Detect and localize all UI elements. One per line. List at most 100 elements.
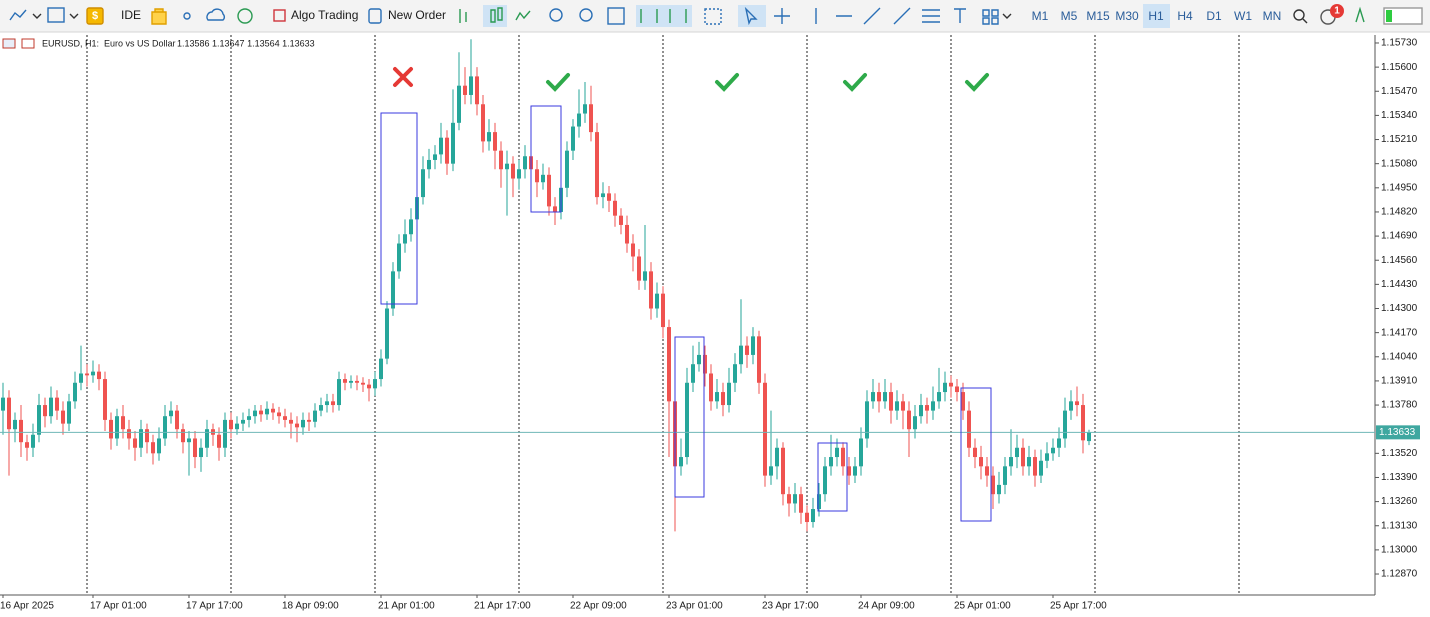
- cursor-icon[interactable]: [744, 6, 758, 26]
- candle-body: [775, 447, 779, 467]
- candle-body: [223, 419, 227, 448]
- candle-body: [625, 224, 629, 244]
- zoom-in-icon[interactable]: [549, 8, 563, 22]
- tile-icon[interactable]: [607, 7, 625, 25]
- candle-body: [931, 401, 935, 411]
- timeframe-button[interactable]: M15: [1086, 9, 1110, 23]
- candle-body: [79, 373, 83, 383]
- candle-body: [253, 410, 257, 417]
- y-tick-label: 1.15600: [1381, 62, 1418, 73]
- toolbar-button[interactable]: New Order: [388, 8, 446, 22]
- y-tick-label: 1.15470: [1381, 86, 1418, 97]
- candle-body: [829, 457, 833, 467]
- timeframe-button[interactable]: H4: [1177, 9, 1193, 23]
- dropdown[interactable]: [1002, 13, 1012, 19]
- line-chart-icon[interactable]: [9, 9, 27, 21]
- timeframe-button[interactable]: D1: [1206, 9, 1222, 23]
- candle-body: [427, 159, 431, 170]
- candle-body: [1, 397, 5, 411]
- candle-body: [781, 447, 785, 495]
- toolbar-button[interactable]: IDE: [121, 8, 141, 22]
- candle-body: [691, 364, 695, 383]
- candle-body: [949, 382, 953, 387]
- connection-level: [1386, 10, 1392, 22]
- candle-body: [601, 193, 605, 198]
- candle-body: [1033, 457, 1037, 476]
- x-tick-label: 17 Apr 01:00: [90, 601, 147, 612]
- crosshair-icon[interactable]: [774, 8, 790, 24]
- candle-body: [1039, 460, 1043, 476]
- candle-body: [907, 410, 911, 430]
- candle-body: [511, 163, 515, 179]
- y-tick-label: 1.13390: [1381, 472, 1418, 483]
- text-icon[interactable]: [954, 8, 966, 23]
- check-mark: [715, 73, 739, 92]
- candle-body: [1087, 432, 1091, 442]
- active-timeframe-bg: [1143, 4, 1170, 28]
- y-tick-label: 1.13910: [1381, 376, 1418, 387]
- y-tick-label: 1.13000: [1381, 545, 1418, 556]
- candle-body: [745, 345, 749, 355]
- bars-icon[interactable]: [459, 9, 467, 23]
- candle-body: [751, 336, 755, 355]
- candle-body: [703, 354, 707, 374]
- candle-body: [199, 447, 203, 458]
- shapes-icon[interactable]: [982, 9, 999, 25]
- y-tick-label: 1.12870: [1381, 569, 1418, 580]
- candle-body: [157, 438, 161, 454]
- candle-body: [217, 434, 221, 448]
- candle-body: [499, 150, 503, 170]
- algo-trading-icon[interactable]: [273, 9, 286, 22]
- zoom-out-icon[interactable]: [579, 8, 593, 22]
- timeframe-button[interactable]: W1: [1234, 9, 1252, 23]
- y-tick-label: 1.14690: [1381, 231, 1418, 242]
- signals-icon[interactable]: [183, 12, 191, 20]
- scroll-icons[interactable]: [640, 9, 687, 23]
- timeframe-button[interactable]: MN: [1263, 9, 1282, 23]
- x-tick-label: 23 Apr 01:00: [666, 601, 723, 612]
- y-tick-label: 1.15210: [1381, 134, 1418, 145]
- new-order-icon[interactable]: [368, 8, 382, 24]
- community-icon[interactable]: [237, 8, 253, 24]
- symbol-flag: [2, 38, 16, 49]
- timeframe-button[interactable]: M1: [1032, 9, 1049, 23]
- chart-window-icon[interactable]: [47, 7, 65, 23]
- candle-body: [787, 494, 791, 504]
- vps-icon[interactable]: [206, 8, 225, 21]
- candle-body: [175, 410, 179, 430]
- timeframe-button[interactable]: M5: [1061, 9, 1078, 23]
- candle-body: [871, 392, 875, 402]
- screenshot-icon[interactable]: [704, 8, 722, 25]
- timeframe-button[interactable]: M30: [1115, 9, 1139, 23]
- candles-icon[interactable]: [490, 7, 503, 23]
- candle-body: [619, 215, 623, 225]
- candle-body: [715, 392, 719, 402]
- dropdown[interactable]: [32, 13, 42, 19]
- timeframe-button[interactable]: H1: [1148, 9, 1164, 23]
- candle-body: [817, 494, 821, 510]
- check-mark: [843, 73, 867, 92]
- line-icon[interactable]: [515, 10, 531, 21]
- candle-body: [553, 206, 557, 212]
- check-mark: [965, 73, 989, 92]
- candle-body: [409, 219, 413, 235]
- candle-body: [1045, 453, 1049, 461]
- candle-body: [247, 416, 251, 420]
- candle-body: [685, 382, 689, 458]
- shop-icon[interactable]: [151, 8, 167, 25]
- chart-description: Euro vs US Dollar: [104, 38, 176, 48]
- candle-body: [919, 405, 923, 417]
- y-tick-label: 1.15080: [1381, 158, 1418, 169]
- candle-body: [457, 85, 461, 123]
- market-icon[interactable]: [86, 7, 104, 25]
- search-icon[interactable]: [1293, 9, 1305, 21]
- candle-body: [661, 293, 665, 328]
- drawing-tools[interactable]: [815, 7, 940, 25]
- candle-body: [577, 113, 581, 127]
- candle-body: [487, 132, 491, 142]
- candle-body: [187, 438, 191, 443]
- candle-body: [289, 419, 293, 424]
- toolbar-button[interactable]: Algo Trading: [291, 8, 358, 22]
- dropdown[interactable]: [69, 13, 79, 19]
